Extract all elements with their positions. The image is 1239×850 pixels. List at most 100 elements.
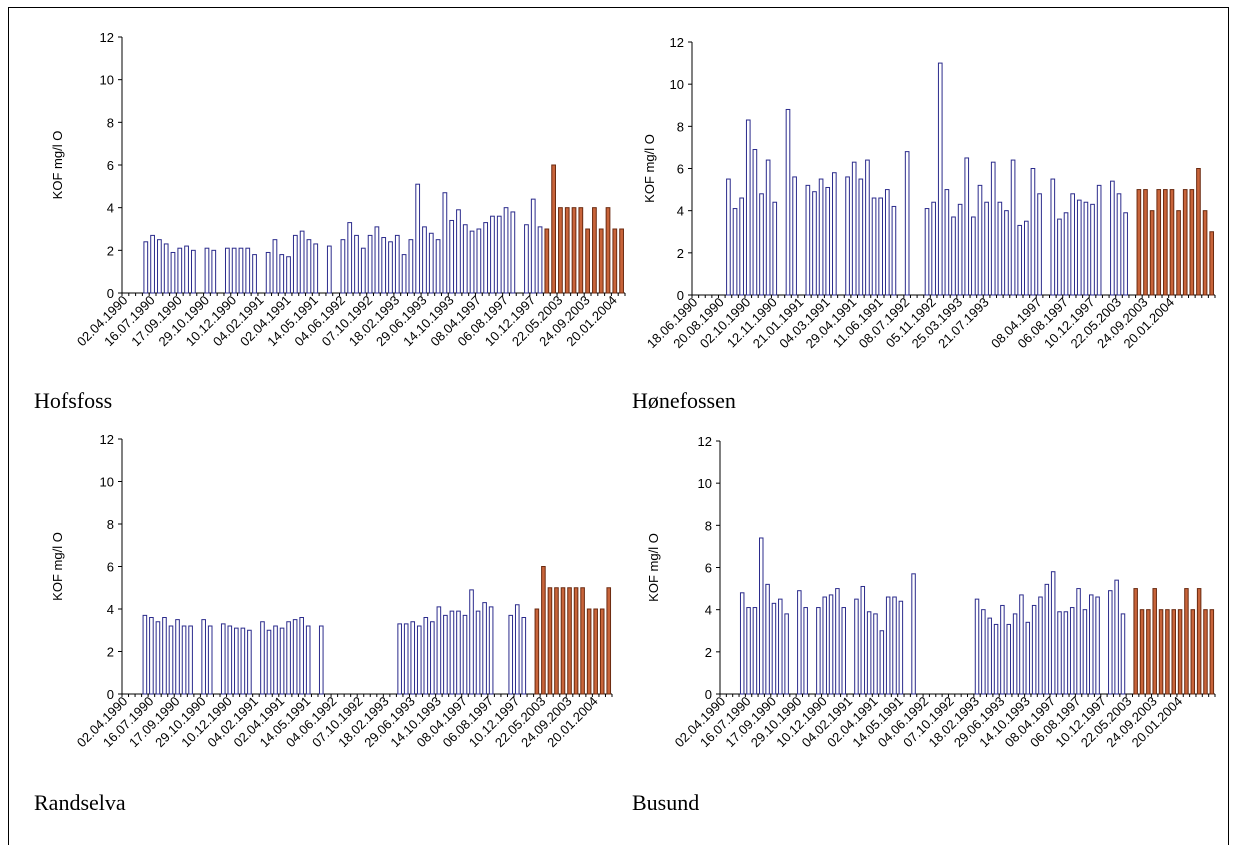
bar-1990-1997 <box>292 619 298 695</box>
bar-2003-2004 <box>541 566 546 695</box>
bar-2003-2004 <box>1203 609 1208 695</box>
bar-2003-2004 <box>593 608 598 695</box>
bar-1990-1997 <box>739 197 744 296</box>
chart-panel-honefossen: 0 2 4 6 8 10 12 KOF mg/l O 18.06.1990 20.08.1990 0… <box>620 0 1239 425</box>
bar-1990-1997 <box>984 201 989 296</box>
bar-1990-1997 <box>456 610 461 695</box>
bar-1990-1997 <box>286 621 291 695</box>
bar-2003-2004 <box>1209 609 1215 695</box>
bar-1990-1997 <box>286 256 291 294</box>
bar-1990-1997 <box>360 247 366 294</box>
bar-2003-2004 <box>558 207 563 294</box>
bar-1990-1997 <box>835 588 840 695</box>
y-tick-label: 2 <box>677 246 684 261</box>
bar-1990-1997 <box>442 192 448 294</box>
bar-1990-1997 <box>987 617 992 695</box>
bar-1990-1997 <box>771 602 777 695</box>
bar-1990-1997 <box>142 614 148 695</box>
bar-1990-1997 <box>822 596 827 695</box>
bar-1990-1997 <box>449 610 455 695</box>
bar-1990-1997 <box>537 226 543 294</box>
bar-1990-1997 <box>828 594 834 695</box>
bar-1990-1997 <box>521 617 527 695</box>
station-label-hofsfoss: Hofsfoss <box>34 388 113 413</box>
y-tick-label: 4 <box>677 204 684 219</box>
y-tick-label: 0 <box>677 288 684 303</box>
bar-1990-1997 <box>162 617 167 695</box>
chart-panel-busund: 0 2 4 6 8 10 12 KOF mg/l O 02.04.1990 16.07.1990 1… <box>620 425 1239 850</box>
bar-1990-1997 <box>428 232 434 294</box>
bar-1990-1997 <box>805 184 811 296</box>
bar-2003-2004 <box>1152 588 1157 695</box>
bar-1990-1997 <box>443 614 448 695</box>
bar-2003-2004 <box>547 587 553 695</box>
bar-1990-1997 <box>1010 159 1016 296</box>
bar-1990-1997 <box>177 247 183 294</box>
bar-2003-2004 <box>1190 609 1196 695</box>
bar-1990-1997 <box>997 201 1003 296</box>
bar-1990-1997 <box>482 602 487 695</box>
bar-2003-2004 <box>564 207 570 294</box>
y-tick-label: 12 <box>100 432 114 447</box>
bar-2003-2004 <box>1158 609 1164 695</box>
bar-1990-1997 <box>732 208 738 296</box>
chart-panel-hofsfoss: 0 2 4 6 8 10 12 KOF mg/l O 02.04.1990 16.07.1990 1… <box>0 0 626 425</box>
bar-1990-1997 <box>891 205 897 296</box>
bar-2003-2004 <box>1176 210 1181 296</box>
bar-2003-2004 <box>534 608 540 695</box>
bar-1990-1997 <box>163 243 169 294</box>
bar-1990-1997 <box>367 234 373 294</box>
bar-1990-1997 <box>475 610 481 695</box>
bar-2003-2004 <box>1209 231 1215 296</box>
bar-1990-1997 <box>1063 212 1069 296</box>
bar-1990-1997 <box>1095 596 1100 695</box>
bar-1990-1997 <box>279 627 285 695</box>
bar-1990-1997 <box>1090 203 1095 296</box>
bar-2003-2004 <box>585 228 590 294</box>
bar-1990-1997 <box>904 151 910 296</box>
bar-1990-1997 <box>931 201 936 296</box>
bar-1990-1997 <box>1070 193 1075 296</box>
bar-2003-2004 <box>586 608 592 695</box>
bar-1990-1997 <box>1004 210 1009 296</box>
bar-2003-2004 <box>606 587 612 695</box>
bar-1990-1997 <box>318 625 324 695</box>
bar-1990-1997 <box>181 625 187 695</box>
bar-1990-1997 <box>207 625 213 695</box>
bar-1990-1997 <box>1017 224 1023 296</box>
bar-1990-1997 <box>188 625 193 695</box>
y-axis-title: KOF mg/l O <box>50 131 65 200</box>
bar-1990-1997 <box>924 208 930 296</box>
y-tick-label: 6 <box>107 560 114 575</box>
bar-1990-1997 <box>879 630 885 695</box>
bar-1990-1997 <box>772 201 778 296</box>
bar-2003-2004 <box>1133 588 1138 695</box>
bar-1990-1997 <box>797 590 802 695</box>
bar-1990-1997 <box>993 623 999 695</box>
y-tick-label: 0 <box>107 286 114 301</box>
y-tick-label: 2 <box>705 645 712 660</box>
y-tick-label: 0 <box>705 687 712 702</box>
bar-1990-1997 <box>1110 180 1115 296</box>
bar-1990-1997 <box>752 149 758 296</box>
bar-1990-1997 <box>231 247 237 294</box>
y-tick-label: 6 <box>107 158 114 173</box>
bar-1990-1997 <box>1044 583 1050 695</box>
bar-1990-1997 <box>1030 168 1036 296</box>
bar-2003-2004 <box>560 587 566 695</box>
bar-2003-2004 <box>612 228 618 294</box>
bar-1990-1997 <box>143 241 149 294</box>
bar-1990-1997 <box>273 625 278 695</box>
bar-1990-1997 <box>1089 594 1094 695</box>
bar-1990-1997 <box>1006 623 1011 695</box>
bar-1990-1997 <box>184 245 189 294</box>
y-tick-label: 4 <box>705 603 712 618</box>
bar-1990-1997 <box>1038 596 1043 695</box>
bar-1990-1997 <box>752 607 758 695</box>
bar-2003-2004 <box>1136 189 1142 296</box>
bar-1990-1997 <box>503 207 509 294</box>
bar-1990-1997 <box>818 178 824 296</box>
y-axis-title: KOF mg/l O <box>646 533 661 602</box>
bar-1990-1997 <box>305 625 311 695</box>
bar-1990-1997 <box>234 627 239 695</box>
